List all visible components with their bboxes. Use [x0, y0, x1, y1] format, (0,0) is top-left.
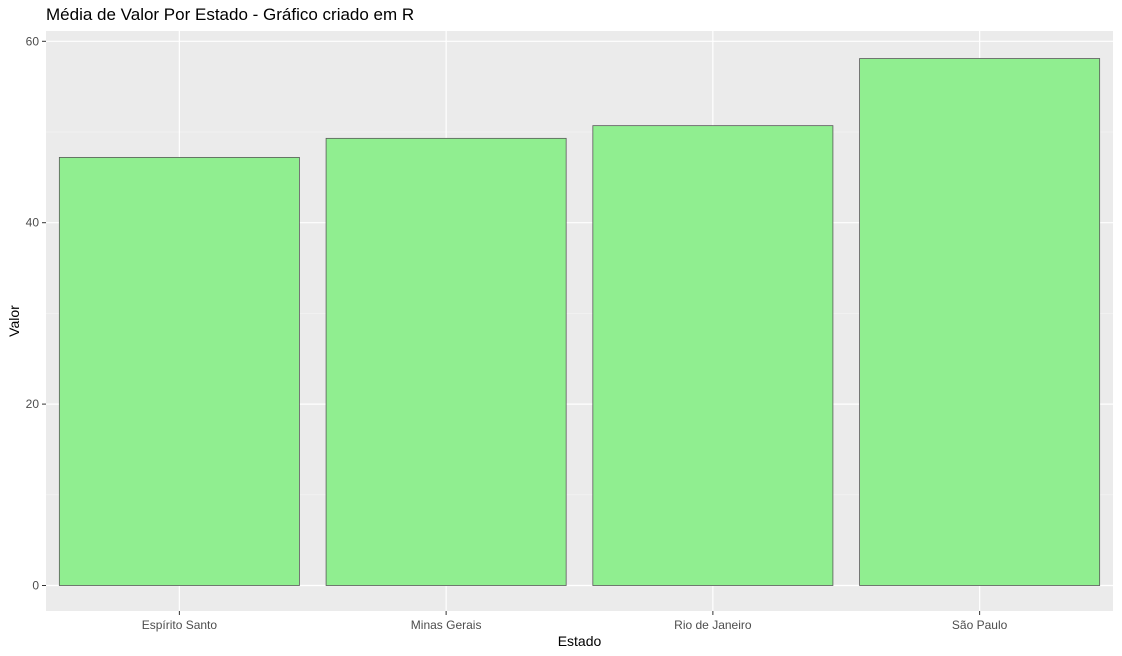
x-tick-label: São Paulo [952, 618, 1008, 632]
bars [58, 58, 1101, 586]
x-axis: Espírito Santo Minas Gerais Rio de Janeiro… [142, 611, 1008, 632]
bar [592, 125, 834, 586]
bar [325, 137, 567, 586]
y-axis-title: Valor [6, 305, 22, 337]
y-tick-label: 40 [26, 216, 40, 230]
chart-title: Média de Valor Por Estado - Gráfico cria… [46, 5, 415, 24]
x-tick-label: Espírito Santo [142, 618, 218, 632]
x-axis-title: Estado [558, 633, 602, 649]
y-axis: 0 20 40 60 [26, 34, 46, 593]
x-tick-label: Rio de Janeiro [674, 618, 752, 632]
x-tick-label: Minas Gerais [411, 618, 482, 632]
y-tick-label: 0 [32, 579, 39, 593]
bar [58, 156, 300, 586]
bar [859, 58, 1101, 586]
y-tick-label: 20 [26, 397, 40, 411]
y-tick-label: 60 [26, 34, 40, 48]
